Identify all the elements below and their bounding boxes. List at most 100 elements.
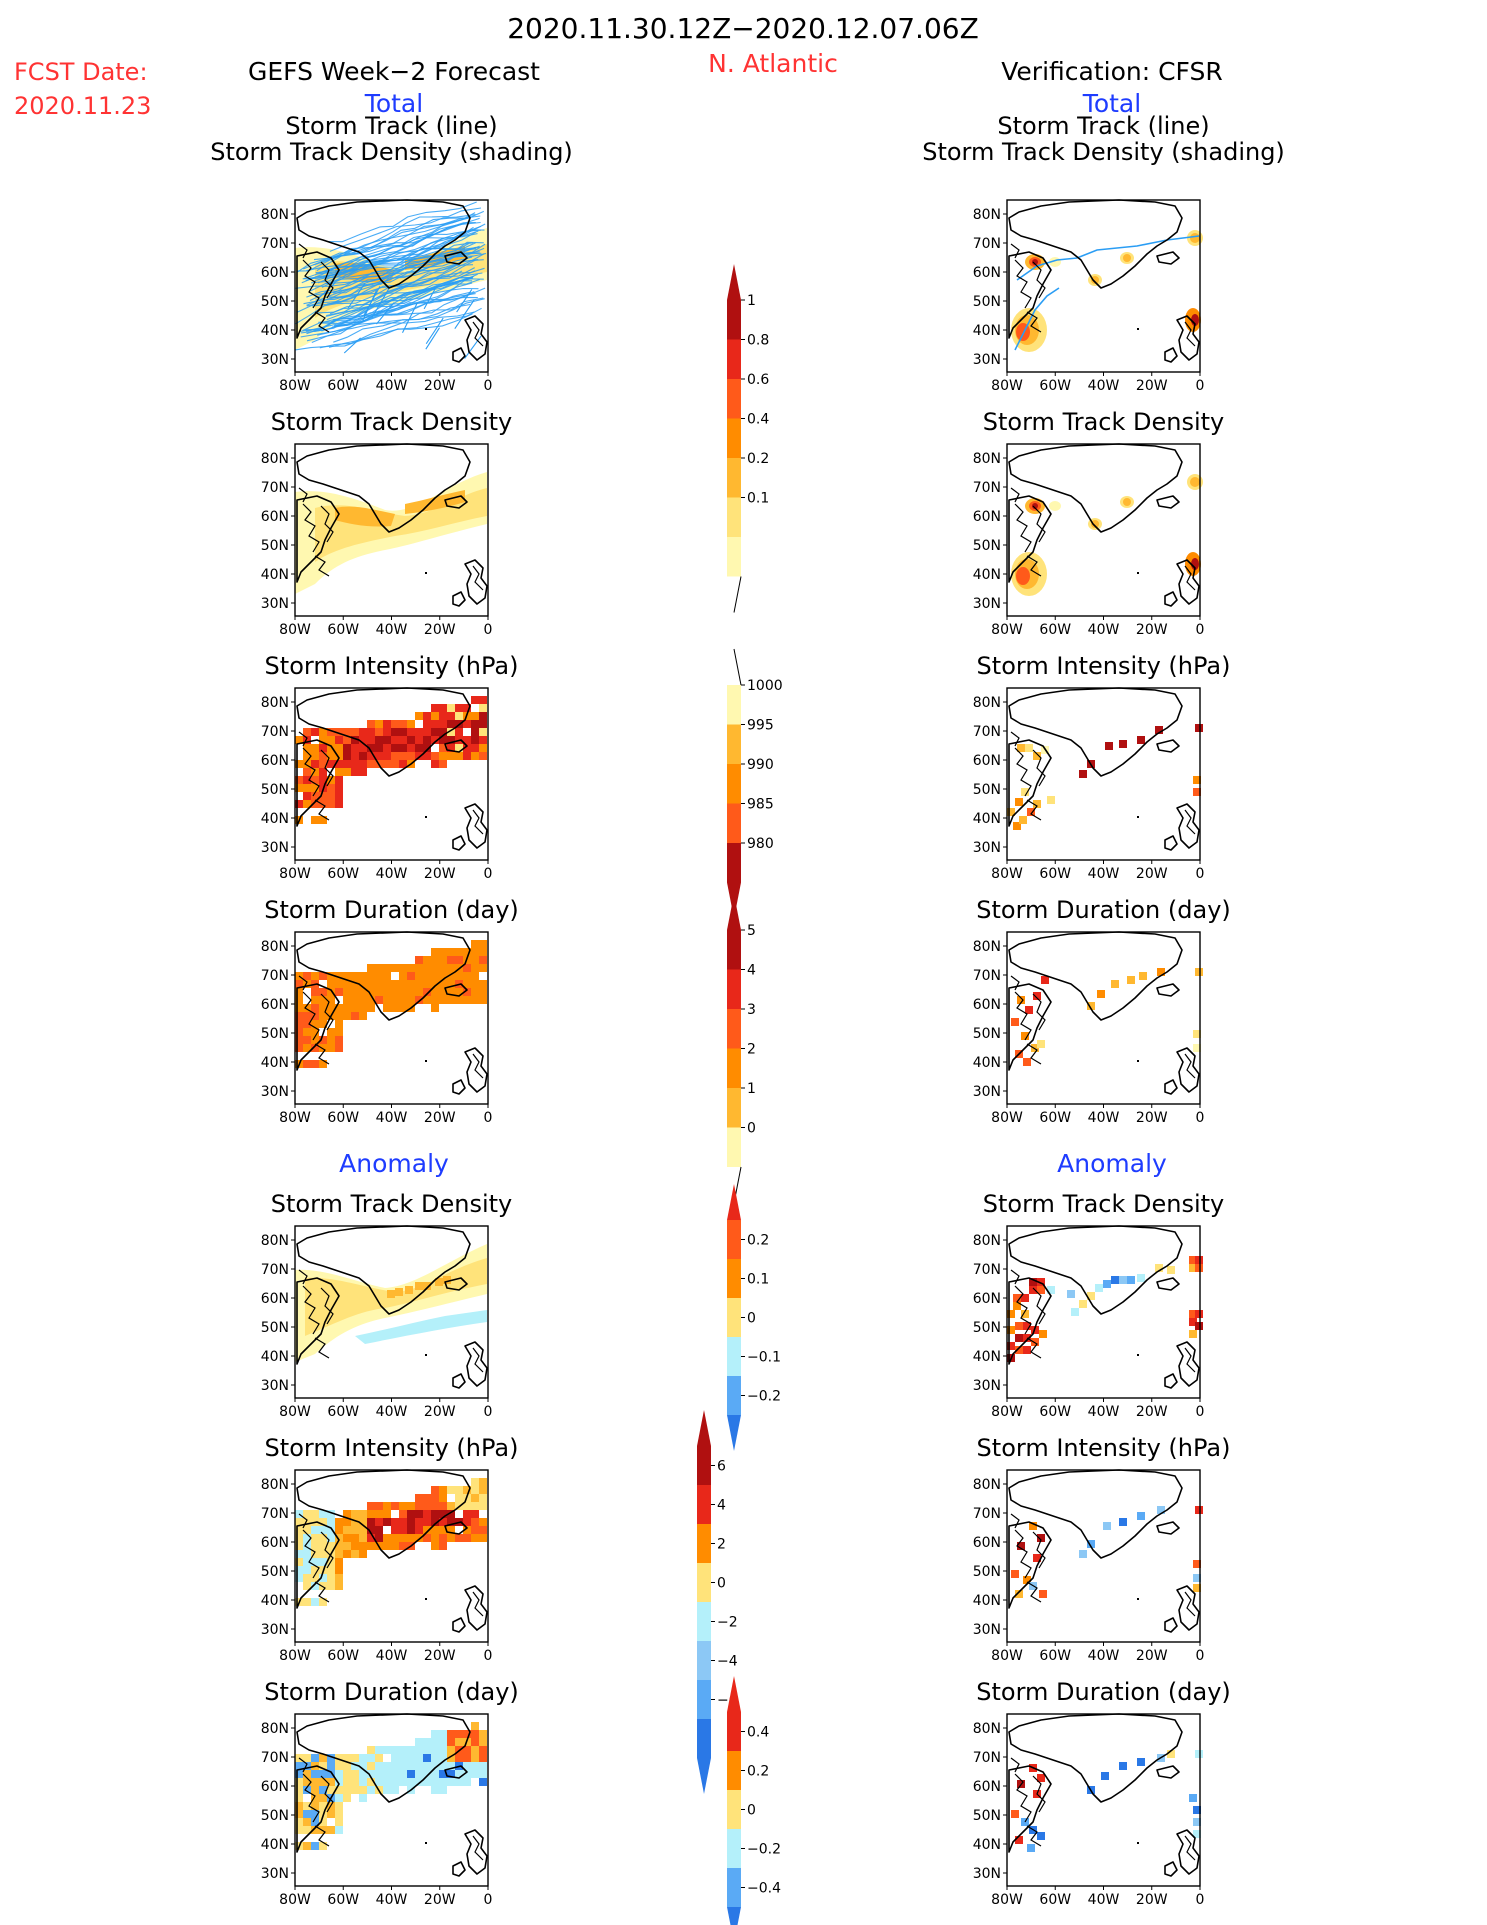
storm-track-line — [425, 327, 440, 350]
grid-cell — [1037, 1040, 1045, 1048]
grid-cell — [327, 1044, 335, 1052]
grid-cell — [319, 1826, 327, 1834]
grid-cell — [1195, 968, 1203, 976]
grid-cell — [343, 1518, 351, 1526]
coast-detail-2 — [314, 1825, 330, 1847]
grid-cell — [399, 1004, 407, 1012]
lon-label: 20W — [424, 1110, 456, 1126]
grid-cell — [463, 1534, 471, 1542]
grid-cell — [479, 720, 487, 728]
grid-cell — [303, 776, 311, 784]
grid-cell — [399, 1778, 407, 1786]
grid-cell — [335, 1574, 343, 1582]
grid-cell — [351, 1542, 359, 1550]
density-blob — [1091, 520, 1099, 528]
lat-label: 80N — [261, 939, 289, 955]
lat-label: 30N — [261, 1084, 289, 1100]
grid-cell — [311, 1558, 319, 1566]
coastline-1 — [1008, 1277, 1052, 1365]
grid-cell — [295, 1534, 303, 1542]
grid-cell — [439, 728, 447, 736]
right-panel-1: Storm Track Density 80N 70N 60N 50N 40N 30N 80W… — [973, 408, 1225, 638]
grid-cell — [1025, 1006, 1033, 1014]
lat-label: 50N — [973, 1808, 1001, 1824]
lat-label: 30N — [973, 1378, 1001, 1394]
grid-cell — [319, 1770, 327, 1778]
grid-cell — [359, 1754, 367, 1762]
grid-cell — [327, 1510, 335, 1518]
coast-detail-2 — [1026, 799, 1042, 821]
right-total-label: Total — [1082, 89, 1141, 118]
left-panel-1: Storm Track Density 80N 70N 60N 50N 40N 30N 80W… — [261, 408, 513, 638]
grid-cell — [471, 956, 479, 964]
grid-cell — [455, 1754, 463, 1762]
lat-label: 60N — [261, 265, 289, 281]
storm-track-line — [1014, 287, 1060, 351]
lat-label: 50N — [261, 538, 289, 554]
coast-detail-4 — [1184, 809, 1196, 835]
lon-label: 60W — [1039, 622, 1071, 638]
lat-label: 30N — [261, 352, 289, 368]
grid-cell — [1137, 1758, 1145, 1766]
grid-cell — [311, 800, 319, 808]
grid-cell — [303, 1762, 311, 1770]
grid-cell — [319, 1786, 327, 1794]
grid-cell — [407, 964, 415, 972]
coast-detail-1 — [1032, 749, 1046, 787]
left-panel-6: Storm Duration (day) 80N 70N 60N 50N 40N 30N 80… — [261, 1678, 519, 1908]
grid-cell — [327, 744, 335, 752]
grid-cell — [359, 1770, 367, 1778]
grid-cell — [303, 728, 311, 736]
grid-cell — [1023, 1058, 1031, 1066]
grid-cell — [327, 972, 335, 980]
colorbar-segment — [727, 1127, 741, 1167]
grid-cell — [351, 768, 359, 776]
grid-cell — [1027, 808, 1035, 816]
grid-cell — [415, 744, 423, 752]
grid-cell — [311, 784, 319, 792]
grid-cell — [351, 1762, 359, 1770]
coast-detail-1 — [1032, 993, 1046, 1031]
grid-cell — [311, 1028, 319, 1036]
grid-cell — [335, 1818, 343, 1826]
grid-cell — [311, 988, 319, 996]
grid-cell — [319, 1542, 327, 1550]
colorbar-segment — [727, 339, 741, 379]
grid-cell — [399, 1502, 407, 1510]
anom-field-mid — [305, 1258, 487, 1336]
lat-label: 80N — [973, 1721, 1001, 1737]
grid-cell — [383, 720, 391, 728]
grid-cell — [327, 1826, 335, 1834]
grid-cell — [471, 940, 479, 948]
grid-cell — [471, 728, 479, 736]
grid-cell — [423, 744, 431, 752]
colorbar-density-total: 1 0.8 0.6 0.4 0.2 0.1 — [727, 264, 769, 613]
grid-cell — [1017, 744, 1025, 752]
grid-cell — [391, 1502, 399, 1510]
colorbar-label: 0 — [717, 1576, 726, 1592]
grid-cell — [447, 1738, 455, 1746]
grid-cell — [319, 768, 327, 776]
storm-track-line — [333, 303, 471, 343]
lat-label: 80N — [973, 1477, 1001, 1493]
density-blob — [1049, 501, 1061, 511]
lat-label: 80N — [261, 695, 289, 711]
grid-cell — [439, 1526, 447, 1534]
coastline-3 — [464, 1829, 488, 1875]
coast-detail-4 — [1184, 321, 1196, 347]
lat-label: 40N — [261, 567, 289, 583]
grid-cell — [443, 1276, 451, 1284]
colorbar-segment — [727, 1751, 741, 1790]
grid-cell — [351, 1754, 359, 1762]
grid-cell — [415, 964, 423, 972]
grid-cell — [327, 1770, 335, 1778]
lat-label: 40N — [261, 1837, 289, 1853]
grid-cell — [479, 1754, 487, 1762]
grid-cell — [327, 1582, 335, 1590]
grid-cell — [343, 972, 351, 980]
lat-label: 80N — [973, 451, 1001, 467]
lon-label: 40W — [376, 866, 408, 882]
grid-cell — [303, 1786, 311, 1794]
coastline-1 — [1008, 495, 1052, 583]
coastline-2 — [1156, 739, 1180, 753]
